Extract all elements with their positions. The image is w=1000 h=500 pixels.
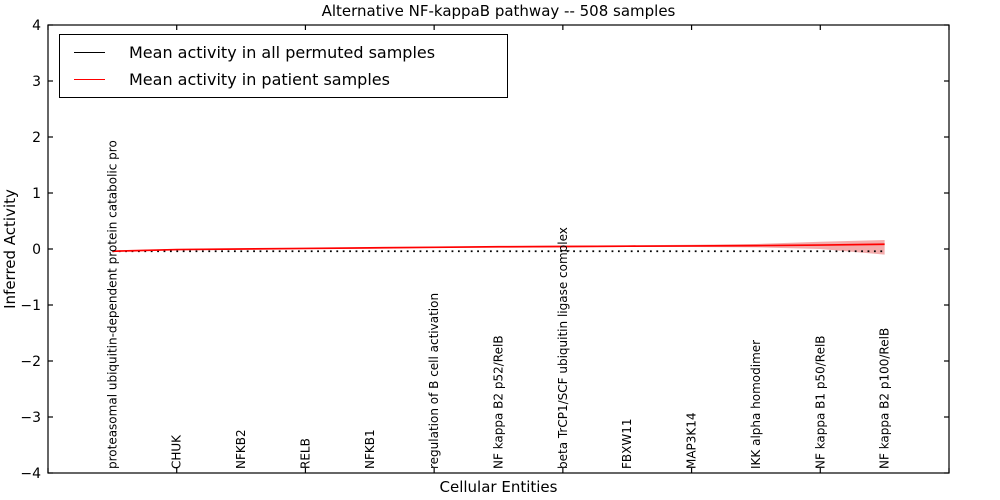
patient-line-swatch	[74, 79, 105, 80]
y-axis-label: Inferred Activity	[1, 189, 19, 309]
y-tick-label: 2	[32, 130, 41, 146]
legend-item-patient: Mean activity in patient samples	[74, 70, 507, 89]
x-entity-label: NFKB1	[363, 429, 377, 469]
x-entity-label: FBXW11	[620, 419, 634, 470]
y-tick-label: −4	[20, 466, 41, 482]
legend-label: Mean activity in patient samples	[129, 70, 390, 89]
x-entity-label: NFKB2	[234, 429, 248, 469]
y-tick-label: 3	[32, 74, 41, 90]
chart-title: Alternative NF-kappaB pathway -- 508 sam…	[321, 2, 676, 20]
x-entity-label: regulation of B cell activation	[427, 293, 441, 469]
legend-item-permuted: Mean activity in all permuted samples	[74, 43, 507, 62]
y-tick-label: 0	[32, 242, 41, 258]
x-entity-label: IKK alpha homodimer	[749, 340, 763, 469]
legend: Mean activity in all permuted samples Me…	[59, 34, 508, 98]
x-axis-label: Cellular Entities	[439, 478, 558, 496]
x-entity-label: proteasomal ubiquitin-dependent protein …	[105, 140, 119, 469]
y-tick-label: 1	[32, 186, 41, 202]
x-entity-label: beta TrCP1/SCF ubiquitin ligase complex	[556, 227, 570, 469]
y-tick-label: −3	[20, 410, 41, 426]
legend-label: Mean activity in all permuted samples	[129, 43, 436, 62]
x-entity-label: NF kappa B1 p50/RelB	[813, 335, 827, 469]
x-entity-label: NF kappa B2 p52/RelB	[492, 335, 506, 469]
patient-mean-line	[112, 243, 885, 253]
x-entity-label: MAP3K14	[685, 412, 699, 469]
x-entity-label: CHUK	[170, 434, 184, 469]
x-entity-label: NF kappa B2 p100/RelB	[878, 328, 892, 469]
x-entity-label: RELB	[298, 438, 312, 469]
y-tick-label: −1	[20, 298, 41, 314]
y-tick-label: −2	[20, 354, 41, 370]
y-tick-label: 4	[32, 18, 41, 34]
permuted-line-swatch	[74, 52, 105, 53]
